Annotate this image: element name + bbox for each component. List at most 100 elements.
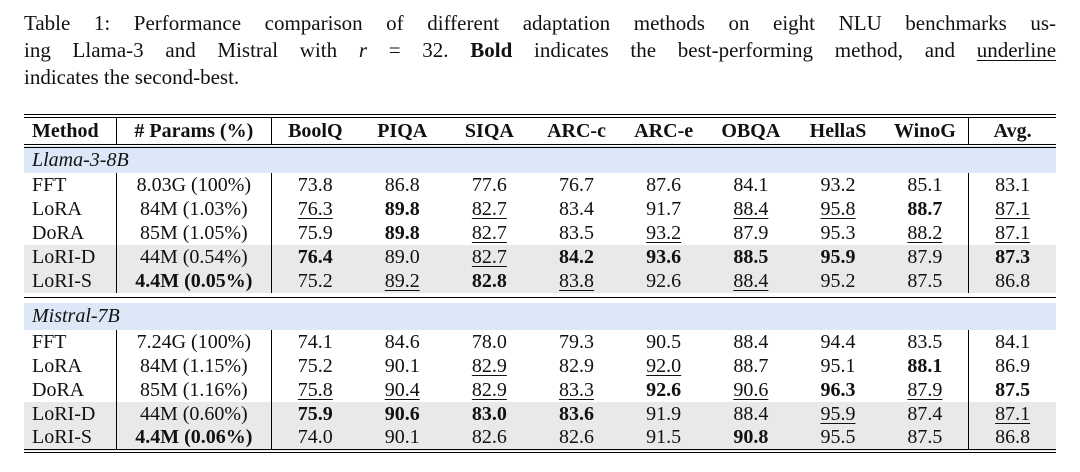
value-cell: 75.2 bbox=[271, 269, 359, 293]
value-cell: 90.6 bbox=[358, 402, 446, 426]
value-cell: 82.7 bbox=[445, 245, 533, 269]
params-cell: 84M (1.03%) bbox=[116, 197, 272, 221]
col-header-arc-c: ARC-c bbox=[547, 119, 606, 142]
value-cell: 88.4 bbox=[733, 197, 769, 220]
col-header-hellas: HellaS bbox=[809, 119, 867, 142]
value-cell: 95.3 bbox=[820, 221, 856, 244]
value-cell: 83.0 bbox=[445, 402, 533, 426]
value-cell: 83.4 bbox=[559, 197, 595, 220]
value-cell: 82.9 bbox=[471, 378, 507, 401]
table-row: LoRI-S 4.4M (0.06%) 74.0 90.1 82.6 82.6 91.5 90… bbox=[24, 426, 1056, 451]
value-cell: 87.9 bbox=[733, 221, 769, 244]
table-row: FFT 8.03G (100%) 73.8 86.8 77.6 76.7 87.6 84.1 9… bbox=[24, 173, 1056, 197]
value-cell: 86.8 bbox=[384, 173, 420, 196]
table-row: DoRA 85M (1.05%) 75.9 89.8 82.7 83.5 93.2 87.9 9… bbox=[24, 221, 1056, 245]
value-cell: 94.4 bbox=[820, 330, 856, 353]
value-cell: 82.9 bbox=[471, 354, 507, 377]
caption-text: = 32. bbox=[388, 38, 449, 62]
value-cell: 87.9 bbox=[881, 245, 969, 269]
caption-bold-word: Bold bbox=[470, 38, 513, 62]
value-cell: 91.7 bbox=[646, 197, 682, 220]
col-header-boolq: BoolQ bbox=[288, 119, 343, 142]
value-cell: 77.6 bbox=[471, 173, 507, 196]
avg-cell: 87.1 bbox=[968, 221, 1056, 245]
value-cell: 90.4 bbox=[384, 378, 420, 401]
section-header-row: Llama-3-8B bbox=[24, 146, 1056, 173]
value-cell: 93.2 bbox=[820, 173, 856, 196]
value-cell: 83.3 bbox=[559, 378, 595, 401]
col-header-params: # Params (%) bbox=[116, 116, 272, 146]
params-cell: 8.03G (100%) bbox=[116, 173, 272, 197]
value-cell: 87.9 bbox=[907, 378, 943, 401]
results-table: Method # Params (%) BoolQ PIQA SIQA ARC-… bbox=[24, 114, 1056, 453]
value-cell: 91.9 bbox=[620, 402, 708, 426]
value-cell: 82.6 bbox=[532, 426, 621, 451]
value-cell: 93.6 bbox=[620, 245, 708, 269]
section-header-row: Mistral-7B bbox=[24, 303, 1056, 330]
value-cell: 89.0 bbox=[358, 245, 446, 269]
value-cell: 76.7 bbox=[559, 173, 595, 196]
math-var-r: r bbox=[358, 38, 368, 62]
value-cell: 87.5 bbox=[881, 269, 969, 293]
value-cell: 95.9 bbox=[794, 245, 882, 269]
value-cell: 88.7 bbox=[907, 197, 943, 220]
avg-cell: 86.8 bbox=[968, 269, 1056, 293]
value-cell: 83.5 bbox=[907, 330, 943, 353]
value-cell: 96.3 bbox=[820, 378, 856, 401]
params-cell: 7.24G (100%) bbox=[116, 330, 272, 354]
value-cell: 88.5 bbox=[707, 245, 795, 269]
value-cell: 82.7 bbox=[471, 197, 507, 220]
caption-line-3: indicates the second-best. bbox=[24, 64, 1056, 91]
value-cell: 82.7 bbox=[471, 221, 507, 244]
params-cell: 84M (1.15%) bbox=[116, 354, 272, 378]
caption-text: indicates the best-performing method, an… bbox=[534, 38, 956, 62]
method-cell: LoRA bbox=[24, 197, 117, 221]
avg-cell: 87.1 bbox=[968, 402, 1056, 426]
value-cell: 76.3 bbox=[297, 197, 333, 220]
value-cell: 90.5 bbox=[646, 330, 682, 353]
paper-page: Table 1: Performance comparison of diffe… bbox=[24, 10, 1056, 453]
method-cell: DoRA bbox=[24, 221, 117, 245]
value-cell: 88.2 bbox=[907, 221, 943, 244]
caption-line-2: ing Llama-3 and Mistral with r = 32. Bol… bbox=[24, 37, 1056, 64]
section-header: Mistral-7B bbox=[24, 303, 1056, 330]
value-cell: 87.4 bbox=[881, 402, 969, 426]
table-row: LoRI-D 44M (0.54%) 76.4 89.0 82.7 84.2 93.6 88.… bbox=[24, 245, 1056, 269]
value-cell: 74.1 bbox=[297, 330, 333, 353]
method-cell: LoRI-D bbox=[24, 402, 117, 426]
section-divider bbox=[24, 296, 1056, 303]
value-cell: 85.1 bbox=[907, 173, 943, 196]
value-cell: 88.1 bbox=[907, 354, 943, 377]
method-cell: LoRA bbox=[24, 354, 117, 378]
value-cell: 84.2 bbox=[532, 245, 621, 269]
value-cell: 92.0 bbox=[646, 354, 682, 377]
col-header-avg: Avg. bbox=[968, 116, 1056, 146]
table-row: LoRI-D 44M (0.60%) 75.9 90.6 83.0 83.6 91.9 88.… bbox=[24, 402, 1056, 426]
method-cell: DoRA bbox=[24, 378, 117, 402]
value-cell: 87.5 bbox=[881, 426, 969, 451]
value-cell: 73.8 bbox=[297, 173, 333, 196]
value-cell: 82.9 bbox=[559, 354, 595, 377]
value-cell: 88.4 bbox=[707, 269, 795, 293]
avg-cell: 83.1 bbox=[968, 173, 1056, 197]
value-cell: 95.5 bbox=[794, 426, 882, 451]
value-cell: 93.2 bbox=[646, 221, 682, 244]
col-header-siqa: SIQA bbox=[464, 119, 514, 142]
params-cell: 85M (1.05%) bbox=[116, 221, 272, 245]
value-cell: 95.8 bbox=[820, 197, 856, 220]
params-cell: 85M (1.16%) bbox=[116, 378, 272, 402]
method-cell: LoRI-S bbox=[24, 426, 117, 451]
params-cell: 4.4M (0.06%) bbox=[116, 426, 272, 451]
value-cell: 75.9 bbox=[271, 402, 359, 426]
caption-line-1: Table 1: Performance comparison of diffe… bbox=[24, 10, 1056, 37]
section-divider-cell bbox=[24, 296, 1056, 303]
value-cell: 92.6 bbox=[646, 378, 682, 401]
value-cell: 89.8 bbox=[384, 197, 420, 220]
params-cell: 4.4M (0.05%) bbox=[116, 269, 272, 293]
col-header-winog: WinoG bbox=[893, 119, 956, 142]
value-cell: 91.5 bbox=[620, 426, 708, 451]
avg-cell: 86.8 bbox=[968, 426, 1056, 451]
value-cell: 83.8 bbox=[532, 269, 621, 293]
value-cell: 92.6 bbox=[620, 269, 708, 293]
value-cell: 79.3 bbox=[559, 330, 595, 353]
